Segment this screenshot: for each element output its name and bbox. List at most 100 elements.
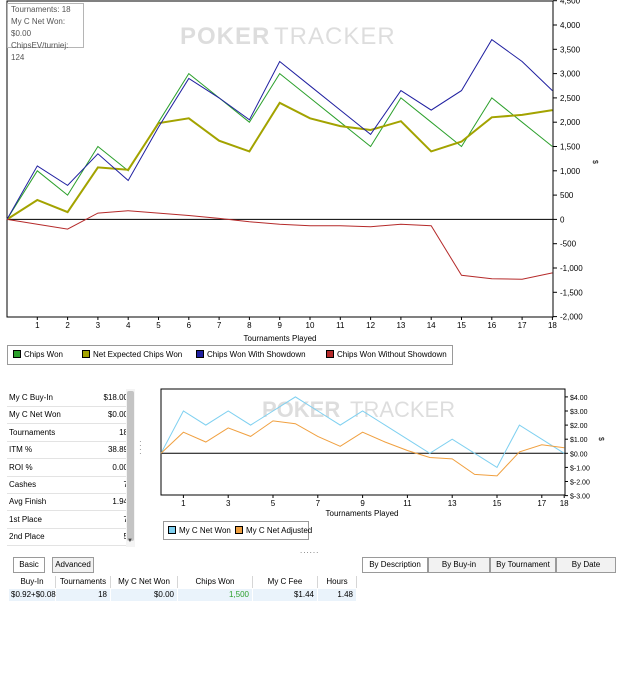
- legend-swatch-lightblue: [168, 526, 176, 534]
- tab-by-tournament[interactable]: By Tournament: [490, 557, 556, 573]
- y-tick-label: 1,000: [560, 167, 581, 176]
- stats-row[interactable]: Avg Finish 1.94: [7, 493, 131, 512]
- series-chips-won: [6, 72, 553, 220]
- stats-row[interactable]: My C Buy-In $18.00: [7, 389, 131, 407]
- legend-swatch-red: [326, 350, 334, 358]
- y-tick-label: 0: [560, 215, 565, 224]
- y-tick-label: -1,500: [560, 288, 583, 297]
- x-tick-label: 1: [35, 321, 40, 330]
- stats-row-label: My C Buy-In: [9, 393, 54, 402]
- legend-swatch-blue: [196, 350, 204, 358]
- stats-row[interactable]: ITM % 38.89: [7, 441, 131, 460]
- y-tick-label: $-1.00: [570, 465, 590, 472]
- stats-row-value: $0.00: [107, 410, 128, 420]
- series-chips-won-without-showdown: [6, 210, 553, 280]
- legend-label: Chips Won With Showdown: [207, 350, 306, 359]
- y-tick-label: $2.00: [570, 423, 588, 430]
- y-tick-label: 500: [560, 191, 574, 200]
- stats-row-value: 7: [124, 480, 128, 489]
- stats-tournaments: Tournaments: 18: [11, 5, 71, 14]
- y-tick-label: $0.00: [570, 451, 588, 458]
- stats-row-value: 1.94: [112, 497, 128, 507]
- series-net-adjusted: [160, 420, 565, 477]
- grid-header-fee[interactable]: My C Fee: [253, 576, 318, 588]
- x-tick-label: 15: [457, 321, 466, 330]
- tab-by-buyin[interactable]: By Buy-in: [428, 557, 490, 573]
- grid-header-buy-in[interactable]: Buy-In: [9, 576, 56, 588]
- x-tick-label: 13: [448, 499, 457, 508]
- x-tick-label: 18: [560, 499, 569, 508]
- grid-cell-chips-won[interactable]: 1,500: [178, 589, 252, 601]
- x-tick-label: 18: [548, 321, 557, 330]
- y-tick-label: 2,500: [560, 94, 581, 103]
- stats-row-label: Cashes: [9, 480, 37, 489]
- watermark-tracker: TRACKER: [350, 397, 455, 422]
- y-tick-label: 3,000: [560, 70, 581, 79]
- stats-row[interactable]: Cashes 7: [7, 476, 131, 494]
- tab-by-description[interactable]: By Description: [362, 557, 428, 573]
- vertical-splitter-handle[interactable]: · · · ·: [139, 437, 142, 458]
- net-won-y-axis-label: $: [597, 437, 604, 441]
- x-tick-label: 11: [403, 499, 412, 508]
- x-tick-label: 7: [217, 321, 222, 330]
- y-tick-label: 3,500: [560, 45, 581, 54]
- stats-row-value: $18.00: [103, 393, 128, 402]
- legend-item-chips-won[interactable]: Chips Won: [13, 350, 63, 359]
- tab-basic[interactable]: Basic: [13, 557, 45, 573]
- legend-item-without-showdown[interactable]: Chips Won Without Showdown: [326, 350, 447, 359]
- grid-cell-hours[interactable]: 1.48: [318, 589, 356, 601]
- legend-item-net-adjusted[interactable]: My C Net Adjusted: [235, 526, 312, 535]
- horizontal-splitter-handle[interactable]: ......: [300, 546, 320, 555]
- grid-header-chips-won[interactable]: Chips Won: [178, 576, 253, 588]
- stats-row[interactable]: 1st Place 7: [7, 511, 131, 529]
- legend-item-net-expected[interactable]: Net Expected Chips Won: [82, 350, 182, 359]
- y-tick-label: -2,000: [560, 313, 583, 322]
- grid-cell-net-won[interactable]: $0.00: [111, 589, 177, 601]
- grid-header-tournaments[interactable]: Tournaments: [56, 576, 111, 588]
- chips-chart-legend: Chips Won Net Expected Chips Won Chips W…: [7, 345, 453, 365]
- x-tick-label: 5: [156, 321, 161, 330]
- stats-row[interactable]: 2nd Place 5: [7, 528, 131, 547]
- x-tick-label: 7: [316, 499, 321, 508]
- grid-header-hours[interactable]: Hours: [318, 576, 357, 588]
- chips-y-axis-label: $: [591, 160, 598, 164]
- legend-label: Chips Won Without Showdown: [337, 350, 447, 359]
- grid-cell-tournaments[interactable]: 18: [56, 589, 110, 601]
- x-tick-label: 13: [396, 321, 405, 330]
- stats-row-label: 1st Place: [9, 514, 42, 524]
- net-won-x-axis: 1 3 5 7 9 11 13 15 17 18: [181, 495, 569, 508]
- net-won-chart-plot-area: [160, 388, 566, 496]
- stats-row-value: 38.89: [107, 445, 128, 455]
- y-tick-label: 4,000: [560, 21, 581, 30]
- grid-cell-fee[interactable]: $1.44: [253, 589, 317, 601]
- legend-item-net-won[interactable]: My C Net Won: [168, 526, 231, 535]
- watermark-poker: POKER: [262, 397, 340, 422]
- x-tick-label: 16: [487, 321, 496, 330]
- tab-advanced[interactable]: Advanced: [52, 557, 94, 573]
- legend-label: Net Expected Chips Won: [93, 350, 183, 359]
- watermark-poker: POKER: [180, 23, 270, 50]
- grid-header-net-won[interactable]: My C Net Won: [111, 576, 178, 588]
- stats-scrollbar-thumb[interactable]: [127, 391, 134, 541]
- x-tick-label: 9: [360, 499, 365, 508]
- y-tick-label: $-2.00: [570, 480, 590, 487]
- x-tick-label: 17: [518, 321, 527, 330]
- legend-label: My C Net Won: [179, 526, 231, 535]
- grid-cell-buy-in[interactable]: $0.92+$0.08: [9, 589, 56, 601]
- stats-row-value: 18: [119, 427, 128, 437]
- y-tick-label: $1.00: [570, 437, 588, 444]
- stats-row[interactable]: ROI % 0.00: [7, 459, 131, 477]
- x-tick-label: 12: [366, 321, 375, 330]
- stats-row[interactable]: Tournaments 18: [7, 424, 131, 442]
- stats-row[interactable]: My C Net Won $0.00: [7, 406, 131, 425]
- stats-chips-ev: ChipsEV/turniej: 124: [11, 41, 69, 62]
- y-tick-label: -500: [560, 240, 577, 249]
- x-tick-label: 10: [306, 321, 315, 330]
- chips-chart-plot-area: [6, 0, 554, 318]
- x-tick-label: 6: [187, 321, 192, 330]
- legend-item-with-showdown[interactable]: Chips Won With Showdown: [196, 350, 306, 359]
- scroll-down-arrow-icon[interactable]: ▼: [127, 538, 133, 544]
- legend-swatch-olive: [82, 350, 90, 358]
- tab-by-date[interactable]: By Date: [556, 557, 616, 573]
- net-won-chart-legend: My C Net Won My C Net Adjusted: [163, 521, 312, 540]
